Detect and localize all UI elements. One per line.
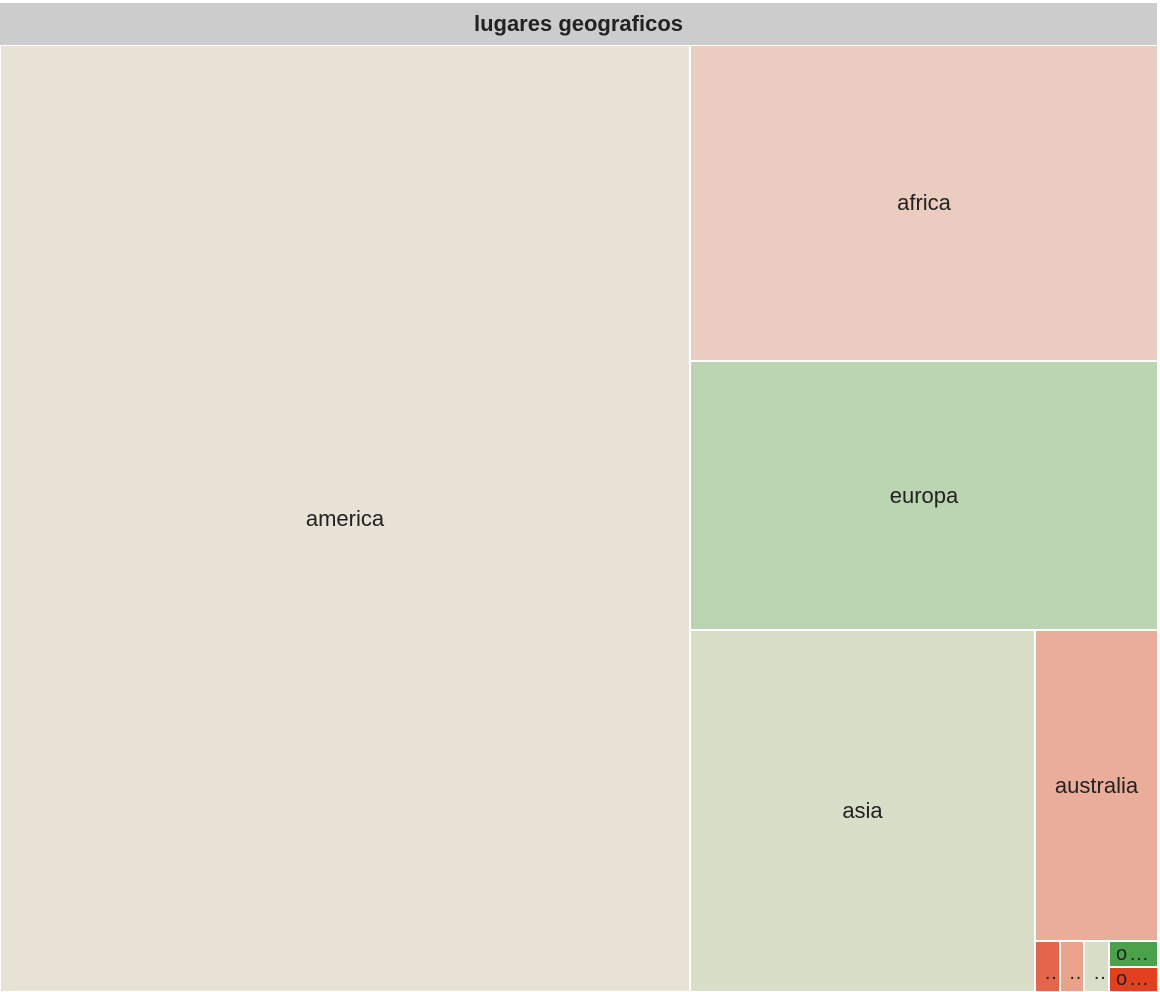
- treemap-label-america: america: [305, 505, 385, 531]
- treemap-label-small-4: o…: [1115, 942, 1152, 965]
- treemap-label-africa: africa: [897, 190, 951, 215]
- chart-title: lugares geograficos: [0, 3, 1157, 45]
- treemap-label-small-1: …: [1044, 962, 1059, 985]
- treemap-label-europa: europa: [889, 482, 959, 508]
- treemap-cell-small-2[interactable]: …: [1060, 941, 1084, 992]
- treemap-cell-small-3[interactable]: …: [1084, 941, 1109, 992]
- treemap-label-asia: asia: [842, 798, 883, 823]
- treemap-cell-australia[interactable]: australia: [1035, 630, 1158, 941]
- treemap-cell-america[interactable]: america: [0, 45, 690, 992]
- treemap-cell-asia[interactable]: asia: [690, 630, 1035, 992]
- treemap-label-small-3: …: [1093, 962, 1108, 985]
- treemap-label-australia: australia: [1054, 772, 1139, 798]
- treemap-label-small-5: o…: [1115, 968, 1152, 990]
- treemap-cell-small-5[interactable]: o…: [1109, 967, 1158, 992]
- treemap-cell-small-4[interactable]: o…: [1109, 941, 1158, 967]
- treemap-cell-small-1[interactable]: …: [1035, 941, 1060, 992]
- treemap-label-small-2: …: [1069, 962, 1084, 985]
- treemap-cell-europa[interactable]: europa: [690, 361, 1158, 630]
- treemap-cell-africa[interactable]: africa: [690, 45, 1158, 361]
